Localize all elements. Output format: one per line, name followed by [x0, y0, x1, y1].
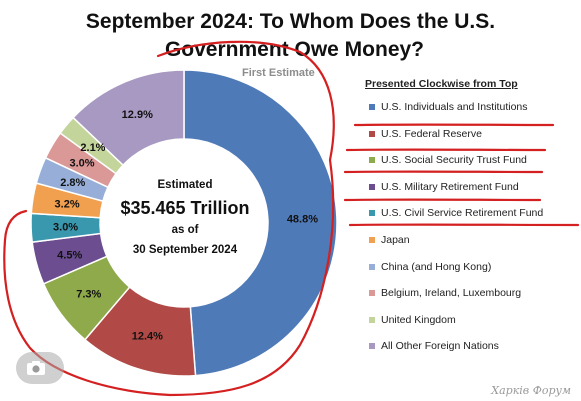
chart-subtitle: First Estimate [242, 67, 315, 79]
legend-swatch [369, 237, 375, 243]
legend-title: Presented Clockwise from Top [365, 78, 518, 90]
legend-item: U.S. Social Security Trust Fund [369, 153, 527, 167]
red-annotation-marks [3, 40, 580, 397]
slice-percent-label: 3.0% [69, 158, 94, 170]
chart-percent-labels: 48.8% 12.4% 7.3% 4.5% 3.0% 3.2% 2.8% 3.0% 2.1% 12… [53, 109, 318, 343]
slice-percent-label: 3.0% [53, 222, 78, 234]
legend-swatch [369, 316, 375, 323]
center-label-1: Estimated [157, 179, 213, 191]
legend-label: China (and Hong Kong) [381, 260, 492, 273]
legend-label: U.S. Military Retirement Fund [381, 180, 519, 193]
legend-swatch [369, 183, 375, 190]
slice-percent-label: 2.8% [60, 177, 85, 189]
legend-label: U.S. Civil Service Retirement Fund [381, 207, 544, 220]
slice-percent-label: 2.1% [80, 142, 105, 154]
legend-swatch [369, 210, 375, 217]
watermark: Харків Форум [491, 384, 571, 397]
chart-slices [30, 69, 338, 377]
legend-item: Japan [369, 233, 410, 247]
center-total: $35.465 Trillion [120, 198, 250, 218]
legend-item: U.S. Civil Service Retirement Fund [369, 206, 543, 220]
legend-label: U.S. Social Security Trust Fund [381, 154, 527, 167]
legend-swatch [369, 157, 375, 164]
legend-swatch [369, 343, 375, 350]
legend-label: United Kingdom [381, 313, 456, 326]
legend-item: Belgium, Ireland, Luxembourg [369, 286, 521, 300]
legend-swatch [369, 263, 375, 270]
legend-swatch [369, 130, 375, 137]
legend-item: All Other Foreign Nations [369, 339, 499, 353]
legend-swatch [369, 104, 375, 110]
legend-label: All Other Foreign Nations [381, 340, 499, 353]
slice-u-s-individuals-and-institutions [183, 69, 338, 377]
camera-icon [27, 361, 45, 375]
legend-label: U.S. Individuals and Institutions [381, 101, 528, 113]
slice-percent-label: 12.4% [132, 331, 163, 343]
slice-percent-label: 48.8% [287, 214, 318, 226]
legend-label: U.S. Federal Reserve [381, 127, 482, 140]
slice-percent-label: 4.5% [57, 249, 82, 261]
legend-item: United Kingdom [369, 313, 456, 327]
image-badge [16, 352, 64, 384]
center-label-2: as of [171, 224, 199, 236]
annotation-circle [3, 40, 335, 397]
slice-percent-label: 7.3% [76, 289, 101, 301]
legend-item: U.S. Individuals and Institutions [369, 100, 528, 114]
title-line-1: September 2024: To Whom Does the U.S. [85, 10, 496, 33]
legend-label: Belgium, Ireland, Luxembourg [381, 287, 522, 300]
legend-label: Japan [381, 234, 410, 246]
center-date: 30 September 2024 [132, 244, 238, 256]
legend-item: U.S. Military Retirement Fund [369, 180, 519, 194]
chart-legend: Presented Clockwise from Top U.S. Indivi… [363, 78, 573, 352]
legend-item: China (and Hong Kong) [369, 260, 491, 274]
legend-swatch [369, 290, 375, 297]
legend-item: U.S. Federal Reserve [369, 127, 482, 141]
slice-percent-label: 3.2% [55, 199, 80, 211]
slice-all-other-foreign-nations [72, 69, 185, 167]
slice-percent-label: 12.9% [122, 109, 153, 121]
